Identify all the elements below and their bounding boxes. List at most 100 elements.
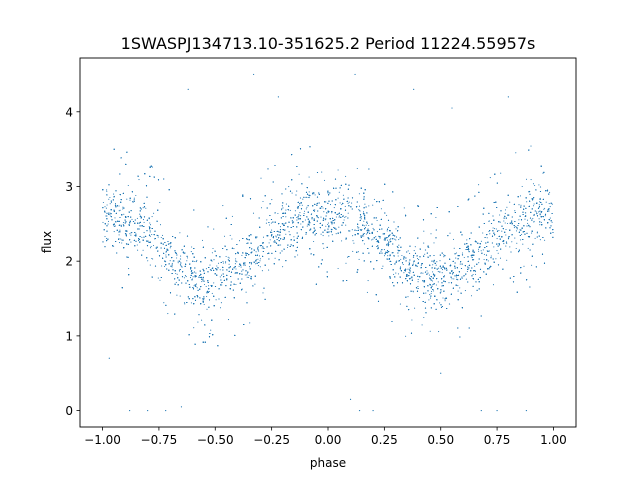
- data-point: [503, 243, 505, 245]
- data-point: [259, 266, 261, 268]
- data-point: [250, 263, 252, 265]
- data-point: [505, 228, 507, 231]
- data-point: [317, 217, 320, 219]
- data-point: [473, 259, 475, 261]
- data-point: [401, 254, 403, 257]
- data-point: [496, 250, 498, 252]
- data-point: [163, 265, 166, 267]
- data-point: [167, 313, 169, 315]
- data-point: [211, 260, 213, 262]
- data-point: [268, 242, 270, 244]
- data-point: [257, 265, 259, 267]
- data-point: [466, 239, 468, 241]
- data-point: [423, 242, 425, 244]
- data-point: [180, 255, 182, 257]
- data-point: [506, 259, 508, 261]
- data-point: [413, 250, 415, 252]
- data-point: [193, 327, 195, 329]
- data-point: [533, 220, 535, 222]
- data-point: [363, 235, 365, 237]
- data-point: [206, 308, 208, 310]
- data-point: [226, 278, 228, 280]
- data-point: [195, 272, 197, 274]
- data-point: [333, 207, 335, 209]
- data-point: [352, 235, 354, 237]
- data-point: [438, 267, 440, 269]
- data-point: [308, 176, 310, 178]
- data-point: [457, 279, 459, 281]
- data-point: [353, 242, 355, 244]
- data-point: [118, 231, 120, 233]
- data-point: [455, 276, 458, 278]
- data-point: [223, 235, 226, 237]
- data-point: [195, 283, 198, 285]
- data-point: [110, 213, 112, 215]
- data-point: [120, 224, 122, 226]
- data-point: [234, 272, 236, 274]
- data-point: [515, 247, 517, 250]
- data-point: [428, 277, 431, 279]
- data-point: [417, 286, 419, 288]
- data-point: [327, 211, 330, 213]
- data-point: [341, 240, 343, 242]
- data-point: [213, 282, 215, 284]
- data-point: [208, 285, 210, 287]
- data-point: [435, 284, 437, 286]
- data-point: [375, 236, 377, 238]
- data-point: [407, 296, 409, 298]
- data-point: [142, 219, 145, 221]
- data-point: [119, 209, 121, 211]
- data-point: [358, 193, 360, 195]
- data-point: [351, 202, 353, 204]
- data-point: [151, 216, 153, 218]
- data-point: [210, 329, 212, 331]
- data-point: [464, 275, 466, 277]
- data-point: [248, 266, 251, 268]
- data-point: [286, 246, 289, 249]
- data-point: [118, 242, 121, 244]
- data-point: [235, 268, 237, 270]
- data-point: [480, 250, 482, 252]
- data-point: [137, 249, 139, 251]
- data-point: [268, 269, 270, 271]
- data-point: [175, 281, 177, 283]
- data-point: [380, 208, 382, 210]
- data-point: [192, 276, 194, 278]
- data-point: [365, 233, 367, 235]
- data-point: [203, 283, 206, 286]
- data-point: [320, 216, 322, 218]
- data-point: [387, 237, 389, 239]
- data-point: [308, 191, 310, 193]
- data-point: [275, 235, 277, 237]
- data-point: [433, 242, 435, 244]
- data-point: [257, 258, 259, 260]
- data-point: [347, 256, 349, 258]
- data-point: [149, 224, 152, 226]
- data-point: [208, 290, 210, 293]
- data-point: [416, 265, 419, 267]
- data-point: [255, 263, 257, 265]
- data-point: [348, 201, 350, 203]
- data-point: [190, 302, 192, 304]
- data-point: [120, 238, 122, 240]
- data-point: [337, 169, 339, 171]
- data-point: [513, 227, 515, 229]
- data-point: [159, 279, 161, 281]
- data-point: [151, 257, 153, 260]
- data-point: [358, 209, 360, 211]
- data-point: [261, 270, 263, 272]
- data-point: [303, 213, 305, 215]
- data-point: [347, 202, 349, 204]
- data-point: [107, 223, 109, 225]
- data-point: [455, 252, 458, 254]
- data-point: [296, 216, 298, 219]
- data-point: [549, 217, 551, 219]
- data-point: [143, 221, 145, 223]
- data-point: [411, 319, 413, 321]
- data-point: [280, 244, 282, 246]
- data-point: [390, 238, 392, 240]
- data-point: [217, 262, 220, 264]
- data-point: [540, 221, 542, 223]
- data-point: [197, 321, 199, 323]
